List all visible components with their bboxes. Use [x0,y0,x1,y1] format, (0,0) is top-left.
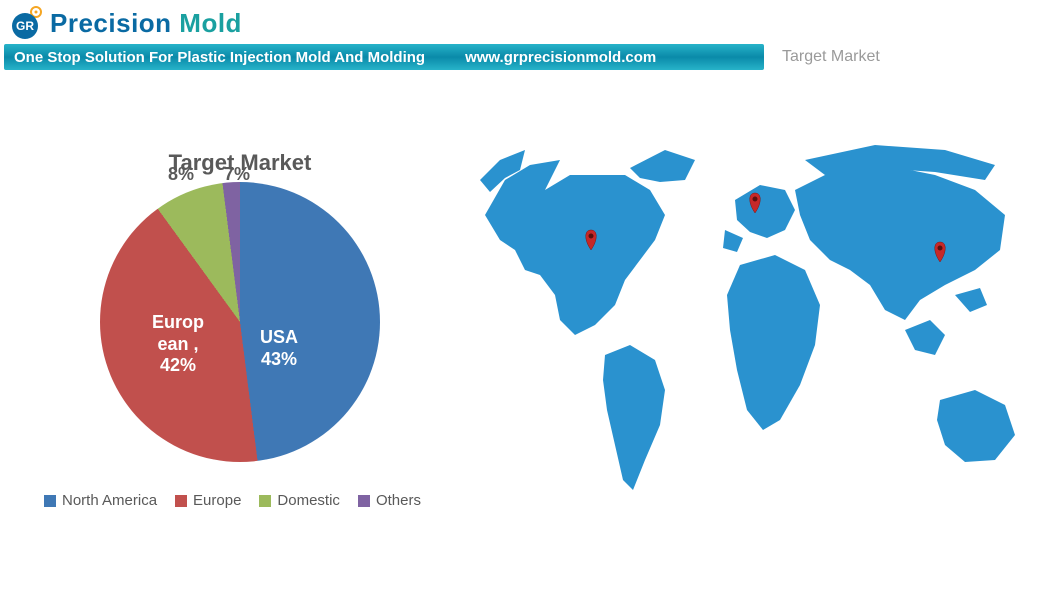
pie-slice-label: 8% [168,164,194,186]
legend-swatch [259,495,271,507]
brand-header: GR Precision Mold [0,0,1060,44]
legend-swatch [358,495,370,507]
target-market-chart: Target Market USA43%European ,42%8%7% No… [40,150,440,509]
brand-logo-icon: GR [10,6,44,40]
continent-south-america [603,345,665,490]
pie-slice-label: 7% [224,164,250,186]
legend-swatch [44,495,56,507]
legend-label: Domestic [277,492,340,509]
world-map [475,120,1045,520]
pie-slice-label: USA43% [260,327,298,370]
continent-australia [937,390,1015,462]
tagline-banner-row: One Stop Solution For Plastic Injection … [0,44,1060,70]
legend-label: Europe [193,492,241,509]
chart-legend: North America Europe Domestic Others [40,492,440,509]
tagline-text: One Stop Solution For Plastic Injection … [14,49,425,66]
legend-item: Others [358,492,421,509]
pie-slice-label: European ,42% [152,312,204,377]
legend-swatch [175,495,187,507]
legend-label: North America [62,492,157,509]
brand-wordmark: Precision Mold [50,8,242,39]
tagline-banner: One Stop Solution For Plastic Injection … [4,44,764,70]
legend-item: North America [44,492,157,509]
pie-chart: USA43%European ,42%8%7% [100,182,380,462]
legend-item: Domestic [259,492,340,509]
section-title-side: Target Market [782,48,880,66]
legend-item: Europe [175,492,241,509]
badge-text: GR [16,19,34,33]
pie-disc [100,182,380,462]
continent-africa [727,255,820,430]
continent-asia [795,165,1005,355]
tagline-url: www.grprecisionmold.com [465,49,656,66]
legend-label: Others [376,492,421,509]
